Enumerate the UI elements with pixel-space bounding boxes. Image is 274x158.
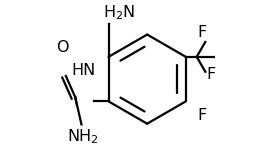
Text: F: F (197, 25, 207, 40)
Text: HN: HN (71, 63, 95, 78)
Text: F: F (207, 67, 216, 82)
Text: H$_2$N: H$_2$N (103, 3, 135, 22)
Text: NH$_2$: NH$_2$ (67, 127, 99, 146)
Text: O: O (56, 40, 69, 55)
Text: F: F (197, 108, 207, 123)
